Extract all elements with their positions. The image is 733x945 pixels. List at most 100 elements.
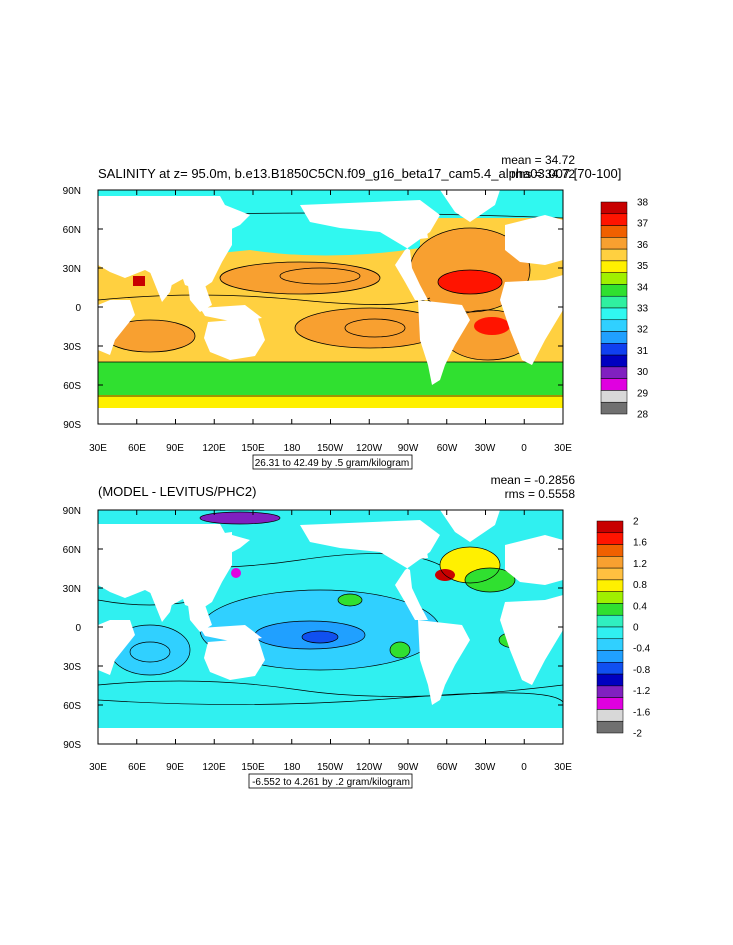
bottom-land-africa-east — [500, 595, 563, 685]
bottom-land-europe — [505, 535, 563, 585]
bottom-lon-axis: 30E 60E 90E 120E 150E 180 150W 120W 90W … — [89, 762, 572, 773]
colorbar-label: 38 — [637, 198, 649, 209]
colorbar-label: 29 — [637, 388, 649, 399]
bottom-lon-tick-label: 180 — [284, 762, 301, 773]
top-lon-tick-label: 120E — [202, 443, 226, 454]
bottom-lat-tick-label: 90S — [63, 740, 81, 751]
bottom-lon-tick-label: 60E — [128, 762, 146, 773]
colorbar-swatch — [596, 532, 624, 545]
top-natl-max — [438, 270, 502, 294]
colorbar-swatch — [600, 248, 628, 262]
bottom-lat-tick-label: 90N — [63, 506, 81, 517]
colorbar-swatch — [596, 673, 624, 687]
colorbar-swatch — [600, 295, 628, 309]
top-indian-high — [105, 320, 195, 352]
colorbar-swatch — [596, 697, 624, 710]
colorbar-swatch — [596, 638, 624, 651]
colorbar-swatch — [596, 603, 624, 616]
colorbar-label: 0 — [633, 623, 639, 634]
top-lat-tick-label: 30N — [63, 264, 81, 275]
top-land-south-america — [418, 300, 470, 385]
top-southern-band — [98, 362, 563, 397]
bottom-lon-tick-label: 60W — [437, 762, 458, 773]
colorbar-label: -0.8 — [633, 665, 651, 676]
bottom-rms-label: rms = 0.5558 — [505, 487, 576, 501]
colorbar-swatch — [600, 213, 628, 226]
bottom-npac-pos — [338, 594, 362, 606]
colorbar-swatch — [596, 579, 624, 592]
bottom-lat-tick-label: 30N — [63, 584, 81, 595]
bottom-pacific-min — [302, 631, 338, 643]
colorbar-label: 36 — [637, 240, 649, 251]
bottom-land-indonesia — [200, 625, 262, 642]
top-contour-info-box — [252, 454, 413, 470]
top-mean-label: mean = 34.72 — [501, 153, 575, 167]
bottom-ticks — [97, 509, 564, 745]
colorbar-swatch — [600, 319, 628, 332]
top-npac-high — [220, 262, 380, 294]
bottom-map — [98, 510, 563, 744]
top-panel: SALINITY at z= 95.0m, b.e13.B1850C5CN.f0… — [63, 153, 649, 470]
top-land-africa-east — [500, 275, 563, 365]
bottom-lon-tick-label: 90E — [166, 762, 184, 773]
top-lat-tick-label: 90S — [63, 420, 81, 431]
bottom-lon-tick-label: 90W — [398, 762, 419, 773]
bottom-lat-tick-label: 0 — [75, 623, 81, 634]
colorbar-swatch — [596, 662, 624, 675]
bottom-lon-tick-label: 150W — [317, 762, 344, 773]
top-colorbar: 38 37 36 35 34 33 32 31 30 29 28 — [600, 198, 649, 421]
colorbar-swatch — [600, 272, 628, 285]
colorbar-label: 37 — [637, 219, 649, 230]
colorbar-label: -0.4 — [633, 644, 651, 655]
bottom-colorbar: 2 1.6 1.2 0.8 0.4 0 -0.4 -0.8 -1.2 -1.6 -2 — [596, 517, 651, 740]
bottom-lat-tick-label: 60N — [63, 545, 81, 556]
colorbar-label: 30 — [637, 367, 649, 378]
top-lon-tick-label: 90W — [398, 443, 419, 454]
colorbar-swatch — [600, 307, 628, 321]
top-lon-tick-label: 30E — [554, 443, 572, 454]
bottom-lon-tick-label: 120E — [202, 762, 226, 773]
top-lat-axis: 90N 60N 30N 0 30S 60S 90S — [63, 186, 82, 431]
top-land-europe — [505, 215, 563, 265]
top-lon-tick-label: 0 — [521, 443, 527, 454]
colorbar-swatch — [600, 260, 628, 273]
colorbar-swatch — [600, 331, 628, 344]
colorbar-swatch — [596, 591, 624, 604]
colorbar-swatch — [596, 626, 624, 640]
bottom-land-india — [150, 592, 175, 622]
colorbar-label: 35 — [637, 261, 649, 272]
bottom-land-africa — [98, 620, 135, 675]
colorbar-label: -1.2 — [633, 686, 651, 697]
colorbar-swatch — [600, 401, 628, 415]
top-panel-title: SALINITY at z= 95.0m, b.e13.B1850C5CN.f0… — [98, 166, 621, 181]
colorbar-swatch — [600, 225, 628, 238]
bottom-spac-pos — [390, 642, 410, 658]
bottom-lon-tick-label: 30W — [475, 762, 496, 773]
colorbar-swatch — [596, 685, 624, 698]
bottom-panel: (MODEL - LEVITUS/PHC2) mean = -0.2856 rm… — [63, 473, 651, 789]
colorbar-swatch — [600, 366, 628, 379]
bottom-lon-tick-label: 30E — [89, 762, 107, 773]
top-land-indonesia — [200, 305, 262, 322]
bottom-lat-axis: 90N 60N 30N 0 30S 60S 90S — [63, 506, 82, 751]
bottom-lon-tick-label: 120W — [356, 762, 383, 773]
bottom-land-south-america — [418, 620, 470, 705]
top-land-greenland — [440, 190, 500, 222]
colorbar-label: 31 — [637, 346, 649, 357]
bottom-mean-label: mean = -0.2856 — [491, 473, 576, 487]
top-land-australia — [204, 318, 265, 360]
colorbar-swatch — [596, 614, 624, 628]
colorbar-swatch — [596, 720, 624, 734]
bottom-lon-tick-label: 150E — [241, 762, 265, 773]
colorbar-label: 28 — [637, 410, 649, 421]
bottom-contour-info-box — [248, 773, 413, 789]
top-lat-tick-label: 0 — [75, 303, 81, 314]
top-map — [98, 190, 563, 424]
colorbar-swatch — [596, 544, 624, 557]
bottom-natl-green — [465, 568, 515, 592]
top-land-east-asia — [170, 210, 232, 290]
top-lon-tick-label: 60E — [128, 443, 146, 454]
bottom-panel-title: (MODEL - LEVITUS/PHC2) — [98, 484, 256, 499]
top-lon-tick-label: 30E — [89, 443, 107, 454]
